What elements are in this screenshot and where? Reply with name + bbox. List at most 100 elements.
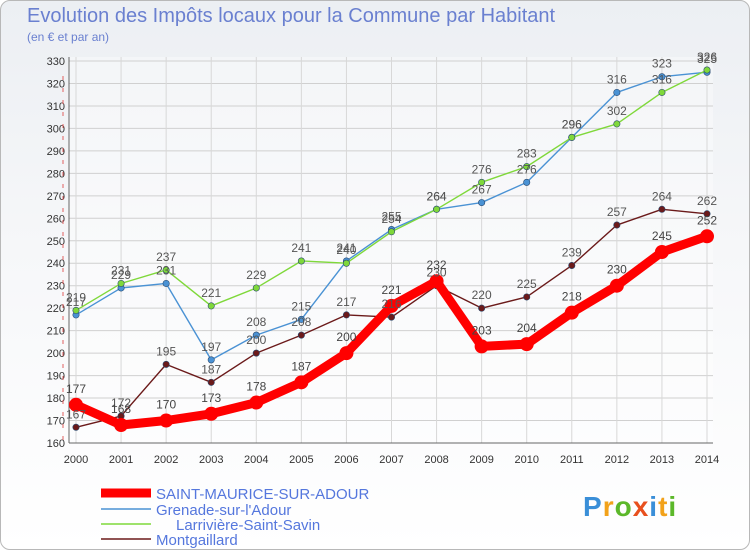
- y-tick-label: 290: [47, 146, 65, 158]
- data-point: [568, 133, 576, 141]
- data-label: 200: [336, 330, 356, 344]
- data-point: [433, 205, 441, 213]
- y-tick-label: 240: [47, 258, 65, 270]
- data-point: [117, 279, 125, 287]
- data-point: [658, 73, 666, 81]
- data-label: 170: [156, 398, 176, 412]
- data-point: [384, 298, 399, 313]
- y-tick-label: 210: [47, 326, 65, 338]
- x-tick-label: 2003: [199, 454, 223, 466]
- data-label: 172: [111, 396, 131, 410]
- data-label: 219: [66, 290, 86, 304]
- data-label: 218: [562, 290, 582, 304]
- y-tick-label: 190: [47, 371, 65, 383]
- data-point: [519, 337, 534, 352]
- data-point: [72, 306, 80, 314]
- y-tick-label: 160: [47, 438, 65, 450]
- data-label: 230: [607, 263, 627, 277]
- data-label: 221: [201, 286, 221, 300]
- data-point: [609, 278, 624, 293]
- data-point: [297, 257, 305, 265]
- data-label: 316: [607, 72, 627, 86]
- data-point: [658, 205, 666, 213]
- x-tick-label: 2011: [560, 454, 584, 466]
- x-tick-label: 2009: [469, 454, 493, 466]
- data-label: 276: [517, 162, 537, 176]
- data-point: [207, 378, 215, 386]
- x-tick-label: 2000: [64, 454, 88, 466]
- data-label: 204: [517, 321, 537, 335]
- data-label: 229: [246, 268, 266, 282]
- data-label: 173: [201, 391, 221, 405]
- data-label: 252: [697, 213, 717, 227]
- x-tick-label: 2001: [109, 454, 133, 466]
- data-point: [613, 120, 621, 128]
- chart-subtitle: (en € et par an): [27, 30, 110, 44]
- data-label: 267: [472, 183, 492, 197]
- data-label: 221: [381, 283, 401, 297]
- y-tick-label: 280: [47, 168, 65, 180]
- data-label: 264: [427, 189, 447, 203]
- data-point: [204, 406, 219, 421]
- data-label: 239: [562, 245, 582, 259]
- data-label: 254: [381, 212, 401, 226]
- data-label: 264: [652, 189, 672, 203]
- data-point: [523, 178, 531, 186]
- y-tick-label: 330: [47, 56, 65, 68]
- chart-title: Evolution des Impôts locaux pour la Comm…: [27, 5, 556, 27]
- data-label: 197: [201, 340, 221, 354]
- data-point: [654, 245, 669, 259]
- data-label: 257: [607, 205, 627, 219]
- legend-label-0: SAINT-MAURICE-SUR-ADOUR: [156, 486, 370, 503]
- y-tick-label: 230: [47, 281, 65, 293]
- data-label: 215: [291, 299, 311, 313]
- data-point: [387, 313, 395, 321]
- data-label: 229: [111, 268, 131, 282]
- data-point: [700, 229, 714, 244]
- data-label: 241: [336, 241, 356, 255]
- y-tick-label: 310: [47, 101, 65, 113]
- data-point: [478, 304, 486, 312]
- data-label: 225: [517, 277, 537, 291]
- data-point: [207, 302, 215, 310]
- data-label: 231: [156, 263, 176, 277]
- x-tick-label: 2002: [154, 454, 178, 466]
- y-tick-label: 270: [47, 191, 65, 203]
- data-point: [252, 284, 260, 292]
- data-point: [297, 331, 305, 339]
- proxiti-logo: Proxiti: [583, 491, 678, 522]
- data-label: 325: [697, 52, 717, 66]
- data-label: 296: [562, 117, 582, 131]
- data-label: 217: [336, 295, 356, 309]
- data-label: 264: [427, 189, 447, 203]
- data-point: [252, 331, 260, 339]
- data-label: 262: [697, 194, 717, 208]
- data-point: [703, 210, 711, 218]
- data-label: 316: [652, 72, 672, 86]
- data-label: 245: [652, 229, 672, 243]
- data-point: [523, 293, 531, 301]
- legend-label-3: Montgaillard: [156, 532, 238, 549]
- data-point: [342, 259, 350, 267]
- data-point: [162, 279, 170, 287]
- data-point: [207, 356, 215, 364]
- data-label: 200: [246, 333, 266, 347]
- data-label: 231: [111, 263, 131, 277]
- x-tick-label: 2004: [244, 454, 268, 466]
- data-label: 187: [291, 359, 311, 373]
- y-tick-label: 250: [47, 236, 65, 248]
- data-point: [478, 178, 486, 186]
- data-label: 283: [517, 147, 537, 161]
- data-point: [339, 346, 354, 361]
- y-tick-label: 260: [47, 213, 65, 225]
- data-label: 230: [427, 266, 447, 280]
- data-label: 203: [472, 323, 492, 337]
- x-tick-label: 2012: [605, 454, 629, 466]
- data-label: 241: [291, 241, 311, 255]
- data-point: [162, 266, 170, 274]
- data-point: [429, 274, 444, 289]
- x-tick-label: 2008: [424, 454, 448, 466]
- y-tick-label: 320: [47, 78, 65, 90]
